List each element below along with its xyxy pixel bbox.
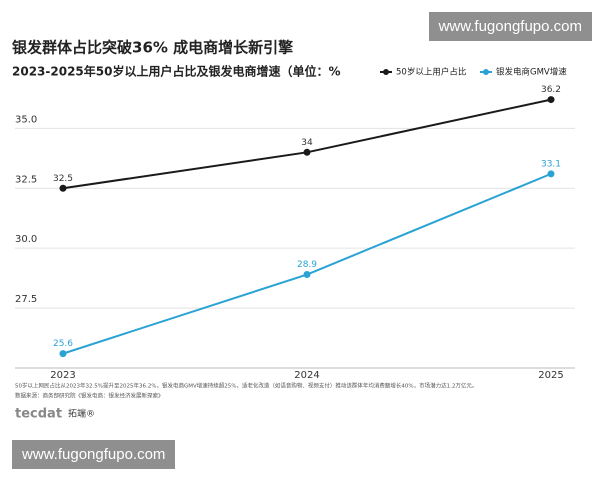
y-tick-label: 30.0	[15, 234, 37, 245]
data-label: 34	[301, 138, 313, 148]
x-tick-label: 2024	[294, 370, 319, 381]
data-point	[547, 170, 555, 178]
legend-label: 50岁以上用户占比	[396, 67, 466, 78]
footer-note: 50岁以上网民占比从2023年32.5%提升至2025年36.2%，银发电商GM…	[15, 382, 477, 390]
data-label: 36.2	[541, 85, 561, 95]
chart-title: 银发群体占比突破36% 成电商增长新引擎	[12, 39, 293, 57]
legend-label: 银发电商GMV增速	[496, 67, 567, 78]
x-tick-label: 2023	[50, 370, 75, 381]
watermark: www.fugongfupo.com	[428, 12, 592, 41]
data-point	[547, 96, 555, 104]
data-label: 28.9	[297, 260, 317, 270]
legend-marker	[383, 69, 389, 75]
legend-marker	[483, 69, 489, 75]
x-tick-label: 2025	[538, 370, 563, 381]
y-tick-label: 32.5	[15, 174, 37, 185]
data-point	[59, 350, 67, 358]
y-tick-label: 27.5	[15, 294, 37, 305]
data-point	[303, 271, 311, 279]
brand: 拓端®	[68, 408, 95, 420]
y-tick-label: 35.0	[15, 114, 37, 125]
chart-subtitle: 2023-2025年50岁以上用户占比及银发电商增速（单位：%	[12, 64, 341, 79]
data-point	[59, 184, 67, 192]
data-label: 32.5	[53, 174, 73, 184]
footer-source: 数据来源：商务部研究院《银发电商：银发经济发展新探索》	[15, 392, 164, 400]
data-label: 25.6	[53, 339, 73, 349]
logo: tecdat	[15, 407, 62, 422]
watermark: www.fugongfupo.com	[12, 440, 176, 469]
data-point	[303, 148, 311, 156]
data-label: 33.1	[541, 159, 561, 169]
